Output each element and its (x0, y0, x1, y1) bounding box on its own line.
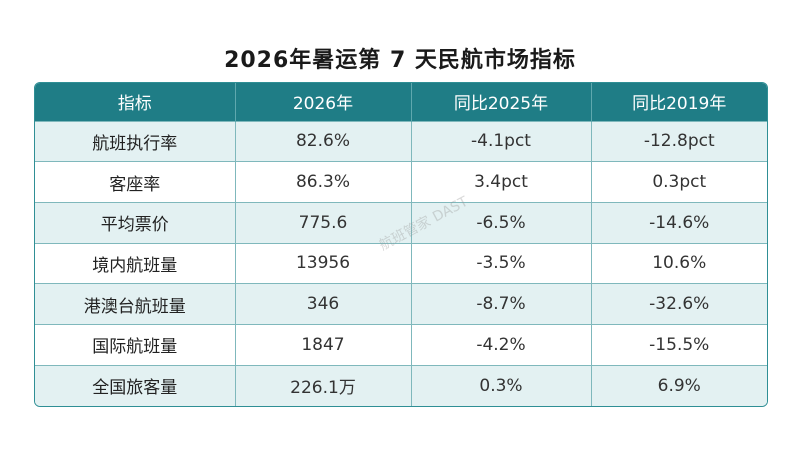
cell-metric: 全国旅客量 (35, 364, 236, 406)
cell-vs-2019: -15.5% (591, 323, 767, 366)
cell-value-2026: 1847 (235, 323, 412, 366)
table-row: 境内航班量 13956 -3.5% 10.6% (35, 242, 767, 284)
cell-vs-2019: -12.8pct (591, 120, 767, 162)
cell-yoy-2025: -8.7% (411, 283, 592, 325)
cell-yoy-2025: -4.1pct (411, 120, 592, 162)
column-header-metric: 指标 (35, 83, 236, 121)
column-header-vs-2019: 同比2019年 (591, 83, 767, 121)
cell-metric: 国际航班量 (35, 323, 236, 366)
cell-value-2026: 346 (235, 283, 412, 325)
metrics-table-container: 指标 2026年 同比2025年 同比2019年 航班执行率 82.6% -4.… (34, 82, 768, 407)
cell-yoy-2025: 3.4pct (411, 161, 592, 203)
cell-metric: 境内航班量 (35, 242, 236, 284)
table-row: 国际航班量 1847 -4.2% -15.5% (35, 323, 767, 366)
cell-value-2026: 226.1万 (235, 364, 412, 406)
cell-yoy-2025: -6.5% (411, 201, 592, 244)
cell-vs-2019: 10.6% (591, 242, 767, 284)
cell-metric: 客座率 (35, 161, 236, 203)
cell-vs-2019: 6.9% (591, 364, 767, 406)
cell-value-2026: 82.6% (235, 120, 412, 162)
cell-vs-2019: -32.6% (591, 283, 767, 325)
cell-metric: 港澳台航班量 (35, 283, 236, 325)
column-header-2026: 2026年 (235, 83, 412, 121)
table-row: 平均票价 775.6 -6.5% -14.6% (35, 201, 767, 244)
table-row: 全国旅客量 226.1万 0.3% 6.9% (35, 364, 767, 406)
cell-yoy-2025: 0.3% (411, 364, 592, 406)
table-row: 航班执行率 82.6% -4.1pct -12.8pct (35, 120, 767, 162)
table-header-row: 指标 2026年 同比2025年 同比2019年 (35, 83, 767, 121)
table-row: 港澳台航班量 346 -8.7% -32.6% (35, 283, 767, 325)
cell-yoy-2025: -4.2% (411, 323, 592, 366)
cell-yoy-2025: -3.5% (411, 242, 592, 284)
cell-metric: 平均票价 (35, 201, 236, 244)
cell-value-2026: 86.3% (235, 161, 412, 203)
table-row: 客座率 86.3% 3.4pct 0.3pct (35, 161, 767, 203)
cell-value-2026: 13956 (235, 242, 412, 284)
cell-vs-2019: -14.6% (591, 201, 767, 244)
column-header-yoy-2025: 同比2025年 (411, 83, 592, 121)
cell-value-2026: 775.6 (235, 201, 412, 244)
metrics-table: 指标 2026年 同比2025年 同比2019年 航班执行率 82.6% -4.… (35, 83, 767, 406)
cell-metric: 航班执行率 (35, 120, 236, 162)
page-title: 2026年暑运第 7 天民航市场指标 (224, 48, 576, 73)
cell-vs-2019: 0.3pct (591, 161, 767, 203)
